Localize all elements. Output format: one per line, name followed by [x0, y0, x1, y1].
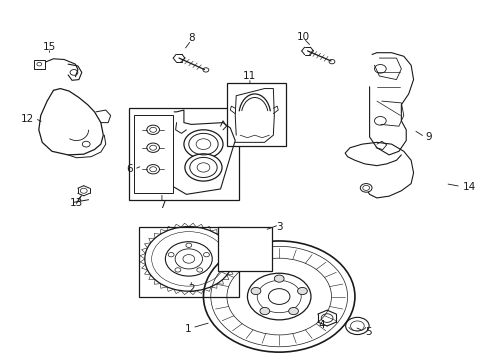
Circle shape — [360, 184, 372, 192]
Circle shape — [289, 307, 298, 315]
Text: 2: 2 — [188, 284, 195, 294]
Text: 14: 14 — [463, 182, 476, 192]
Circle shape — [147, 143, 159, 152]
Text: 6: 6 — [126, 164, 133, 174]
Circle shape — [185, 154, 222, 181]
Text: 10: 10 — [297, 32, 310, 41]
Circle shape — [297, 287, 307, 294]
Bar — [34, 59, 45, 69]
Text: 8: 8 — [188, 33, 195, 43]
Text: 9: 9 — [426, 132, 432, 142]
Text: 5: 5 — [365, 327, 371, 337]
Circle shape — [274, 275, 284, 282]
Text: 3: 3 — [276, 222, 283, 231]
Circle shape — [147, 165, 159, 174]
Text: 11: 11 — [243, 71, 256, 81]
Bar — [218, 226, 272, 271]
Bar — [129, 108, 239, 200]
Text: 15: 15 — [43, 42, 56, 52]
Text: 1: 1 — [185, 324, 191, 334]
Circle shape — [147, 125, 159, 134]
Circle shape — [260, 307, 270, 315]
Text: 7: 7 — [159, 200, 165, 210]
Text: 4: 4 — [318, 320, 325, 330]
Bar — [227, 83, 286, 146]
Text: 13: 13 — [70, 198, 83, 208]
Text: 12: 12 — [21, 114, 34, 124]
Bar — [134, 116, 172, 193]
Bar — [139, 226, 239, 297]
Circle shape — [251, 287, 261, 294]
Circle shape — [184, 130, 223, 158]
